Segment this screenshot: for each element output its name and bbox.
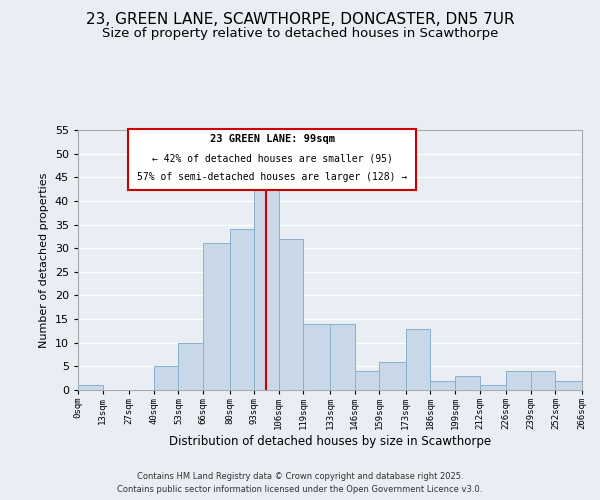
Text: 57% of semi-detached houses are larger (128) →: 57% of semi-detached houses are larger (… — [137, 172, 407, 181]
Text: 23 GREEN LANE: 99sqm: 23 GREEN LANE: 99sqm — [209, 134, 335, 144]
Bar — [78, 386, 103, 390]
Text: ← 42% of detached houses are smaller (95): ← 42% of detached houses are smaller (95… — [152, 154, 392, 164]
FancyBboxPatch shape — [128, 128, 416, 190]
Text: Size of property relative to detached houses in Scawthorpe: Size of property relative to detached ho… — [102, 28, 498, 40]
Bar — [203, 244, 230, 390]
Bar — [379, 362, 406, 390]
Bar — [355, 371, 379, 390]
Bar — [230, 230, 254, 390]
Bar — [154, 366, 178, 390]
Bar — [279, 238, 304, 390]
Y-axis label: Number of detached properties: Number of detached properties — [39, 172, 49, 348]
Bar — [455, 376, 479, 390]
Bar — [506, 371, 531, 390]
Bar — [479, 386, 506, 390]
X-axis label: Distribution of detached houses by size in Scawthorpe: Distribution of detached houses by size … — [169, 434, 491, 448]
Bar — [531, 371, 556, 390]
Bar — [254, 178, 279, 390]
Text: Contains public sector information licensed under the Open Government Licence v3: Contains public sector information licen… — [118, 485, 482, 494]
Text: Contains HM Land Registry data © Crown copyright and database right 2025.: Contains HM Land Registry data © Crown c… — [137, 472, 463, 481]
Bar — [406, 328, 430, 390]
Bar — [430, 380, 455, 390]
Bar — [304, 324, 330, 390]
Bar — [178, 342, 203, 390]
Text: 23, GREEN LANE, SCAWTHORPE, DONCASTER, DN5 7UR: 23, GREEN LANE, SCAWTHORPE, DONCASTER, D… — [86, 12, 514, 28]
Bar — [556, 380, 582, 390]
Bar — [330, 324, 355, 390]
